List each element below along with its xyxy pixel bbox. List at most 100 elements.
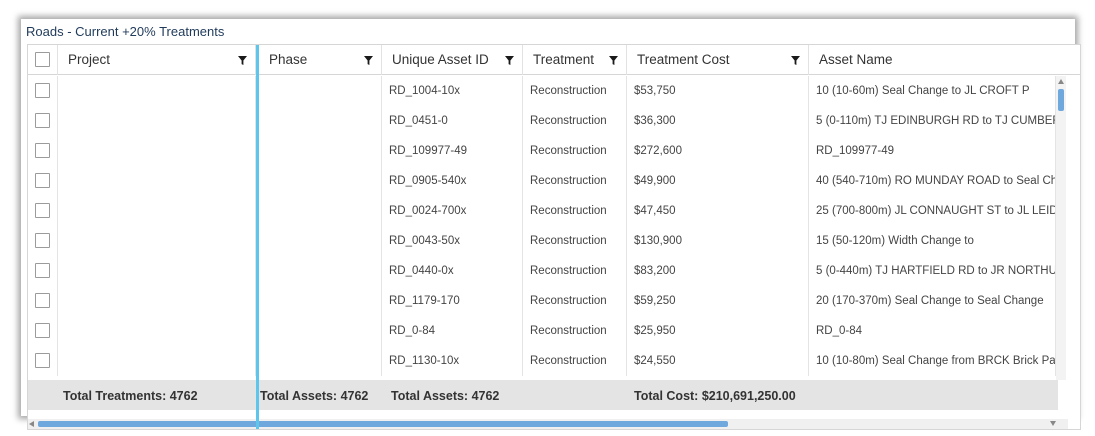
asset-name-cell[interactable]: 5 (0-440m) TJ HARTFIELD RD to JR NORTHUM (809, 256, 1056, 286)
row-checkbox[interactable] (35, 323, 50, 338)
row-checkbox[interactable] (35, 173, 50, 188)
phase-cell[interactable] (259, 76, 382, 106)
filter-icon[interactable] (505, 56, 514, 65)
phase-cell[interactable] (259, 316, 382, 346)
frozen-column-divider[interactable] (256, 45, 259, 429)
project-cell[interactable] (58, 136, 256, 166)
column-header-asset-name[interactable]: Asset Name (809, 45, 1069, 75)
column-header-cost[interactable]: Treatment Cost (627, 45, 809, 75)
row-checkbox[interactable] (35, 233, 50, 248)
asset-id-cell[interactable]: RD_0-84 (382, 316, 523, 346)
column-header-treatment[interactable]: Treatment (523, 45, 627, 75)
project-cell[interactable] (58, 286, 256, 316)
cost-cell[interactable]: $36,300 (627, 106, 809, 136)
asset-id-cell[interactable]: RD_0440-0x (382, 256, 523, 286)
table-row[interactable]: RD_0024-700x Reconstruction $47,450 25 (700… (28, 196, 1058, 226)
asset-name-cell[interactable]: 40 (540-710m) RO MUNDAY ROAD to Seal Ch (809, 166, 1056, 196)
cost-cell[interactable]: $47,450 (627, 196, 809, 226)
row-checkbox[interactable] (35, 293, 50, 308)
filter-icon[interactable] (238, 56, 247, 65)
phase-cell[interactable] (259, 106, 382, 136)
column-header-phase[interactable]: Phase (259, 45, 382, 75)
treatment-cell[interactable]: Reconstruction (523, 76, 627, 106)
filter-icon[interactable] (609, 56, 618, 65)
table-row[interactable]: RD_0451-0 Reconstruction $36,300 5 (0-110m)… (28, 106, 1058, 136)
project-cell[interactable] (58, 346, 256, 376)
phase-cell[interactable] (259, 196, 382, 226)
table-row[interactable]: RD_1130-10x Reconstruction $24,550 10 (10-8… (28, 346, 1058, 376)
phase-cell[interactable] (259, 226, 382, 256)
phase-cell[interactable] (259, 136, 382, 166)
treatment-cell[interactable]: Reconstruction (523, 346, 627, 376)
filter-icon[interactable] (791, 56, 800, 65)
treatment-cell[interactable]: Reconstruction (523, 106, 627, 136)
table-row[interactable]: RD_0-84 Reconstruction $25,950 RD_0-84 (28, 316, 1058, 346)
asset-name-cell[interactable]: 25 (700-800m) JL CONNAUGHT ST to JL LEID… (809, 196, 1056, 226)
table-row[interactable]: RD_1179-170 Reconstruction $59,250 20 (170-… (28, 286, 1058, 316)
asset-id-cell[interactable]: RD_0905-540x (382, 166, 523, 196)
asset-name-cell[interactable]: RD_0-84 (809, 316, 1056, 346)
row-checkbox[interactable] (35, 113, 50, 128)
cost-cell[interactable]: $24,550 (627, 346, 809, 376)
asset-id-cell[interactable]: RD_1004-10x (382, 76, 523, 106)
project-cell[interactable] (58, 196, 256, 226)
cost-cell[interactable]: $130,900 (627, 226, 809, 256)
select-all-checkbox[interactable] (35, 52, 50, 67)
treatment-cell[interactable]: Reconstruction (523, 136, 627, 166)
table-row[interactable]: RD_1004-10x Reconstruction $53,750 10 (10-6… (28, 76, 1058, 106)
row-checkbox[interactable] (35, 143, 50, 158)
project-cell[interactable] (58, 76, 256, 106)
asset-id-cell[interactable]: RD_0451-0 (382, 106, 523, 136)
asset-name-cell[interactable]: 20 (170-370m) Seal Change to Seal Change (809, 286, 1056, 316)
phase-cell[interactable] (259, 256, 382, 286)
treatment-cell[interactable]: Reconstruction (523, 316, 627, 346)
project-cell[interactable] (58, 166, 256, 196)
scroll-left-icon[interactable] (29, 421, 34, 427)
cost-cell[interactable]: $53,750 (627, 76, 809, 106)
row-checkbox[interactable] (35, 203, 50, 218)
asset-name-cell[interactable]: 5 (0-110m) TJ EDINBURGH RD to TJ CUMBERL… (809, 106, 1056, 136)
treatment-cell[interactable]: Reconstruction (523, 226, 627, 256)
treatment-cell[interactable]: Reconstruction (523, 256, 627, 286)
asset-name-cell[interactable]: RD_109977-49 (809, 136, 1056, 166)
asset-id-cell[interactable]: RD_0024-700x (382, 196, 523, 226)
table-row[interactable]: RD_0043-50x Reconstruction $130,900 15 (50-… (28, 226, 1058, 256)
asset-name-cell[interactable]: 10 (10-80m) Seal Change from BRCK Brick … (809, 346, 1056, 376)
cost-cell[interactable]: $272,600 (627, 136, 809, 166)
cost-cell[interactable]: $49,900 (627, 166, 809, 196)
vertical-scrollbar[interactable] (1056, 76, 1066, 380)
table-row[interactable]: RD_0905-540x Reconstruction $49,900 40 (540… (28, 166, 1058, 196)
horizontal-scroll-thumb[interactable] (38, 421, 728, 427)
vertical-scroll-thumb[interactable] (1058, 89, 1064, 111)
treatment-cell[interactable]: Reconstruction (523, 166, 627, 196)
cost-cell[interactable]: $59,250 (627, 286, 809, 316)
scroll-down-icon[interactable] (1050, 421, 1056, 426)
filter-icon[interactable] (364, 56, 373, 65)
table-row[interactable]: RD_109977-49 Reconstruction $272,600 RD_109… (28, 136, 1058, 166)
asset-id-cell[interactable]: RD_1130-10x (382, 346, 523, 376)
project-cell[interactable] (58, 316, 256, 346)
project-cell[interactable] (58, 256, 256, 286)
row-checkbox[interactable] (35, 83, 50, 98)
column-header-project[interactable]: Project (58, 45, 256, 75)
asset-name-cell[interactable]: 10 (10-60m) Seal Change to JL CROFT P (809, 76, 1056, 106)
asset-id-cell[interactable]: RD_1179-170 (382, 286, 523, 316)
cost-cell[interactable]: $83,200 (627, 256, 809, 286)
row-checkbox[interactable] (35, 353, 50, 368)
project-cell[interactable] (58, 106, 256, 136)
phase-cell[interactable] (259, 286, 382, 316)
asset-id-cell[interactable]: RD_109977-49 (382, 136, 523, 166)
phase-cell[interactable] (259, 346, 382, 376)
treatment-cell[interactable]: Reconstruction (523, 196, 627, 226)
horizontal-scrollbar[interactable] (28, 419, 1068, 429)
project-cell[interactable] (58, 226, 256, 256)
table-row[interactable]: RD_0440-0x Reconstruction $83,200 5 (0-440m… (28, 256, 1058, 286)
asset-name-cell[interactable]: 15 (50-120m) Width Change to (809, 226, 1056, 256)
phase-cell[interactable] (259, 166, 382, 196)
scroll-up-icon[interactable] (1058, 79, 1064, 84)
cost-cell[interactable]: $25,950 (627, 316, 809, 346)
treatment-cell[interactable]: Reconstruction (523, 286, 627, 316)
row-checkbox[interactable] (35, 263, 50, 278)
column-header-asset-id[interactable]: Unique Asset ID (382, 45, 523, 75)
asset-id-cell[interactable]: RD_0043-50x (382, 226, 523, 256)
